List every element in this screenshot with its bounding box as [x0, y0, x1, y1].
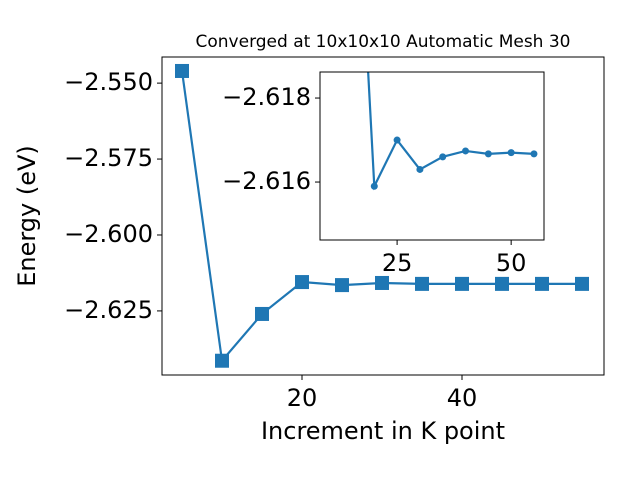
y-tick-label: −2.616	[222, 167, 311, 195]
axes-frame	[161, 56, 605, 376]
marker	[535, 276, 549, 291]
marker	[255, 306, 269, 321]
y-tick-label: −2.575	[64, 144, 153, 172]
x-axis-label: Increment in K point	[261, 417, 505, 445]
plot-area	[320, 72, 544, 240]
axes-frame	[319, 71, 545, 241]
marker	[507, 149, 515, 157]
x-tick-label: 50	[496, 249, 527, 277]
marker	[484, 150, 492, 158]
x-tick-label: 25	[382, 249, 413, 277]
plot-content	[367, 72, 538, 191]
y-axis-label: Energy (eV)	[13, 145, 41, 287]
marker	[295, 275, 309, 290]
marker	[415, 276, 429, 291]
chart-title: Converged at 10x10x10 Automatic Mesh 30	[196, 32, 571, 52]
marker	[335, 278, 349, 293]
x-tick-label: 20	[287, 384, 318, 412]
marker	[575, 276, 589, 291]
marker	[462, 147, 470, 155]
marker	[416, 165, 424, 173]
x-tick-label: 40	[447, 384, 478, 412]
marker	[530, 150, 538, 158]
marker	[175, 63, 189, 78]
plot-content	[175, 63, 589, 368]
y-tick-label: −2.625	[64, 296, 153, 324]
y-tick-label: −2.550	[64, 68, 153, 96]
y-tick-label: −2.600	[64, 220, 153, 248]
y-tick-label: −2.618	[222, 83, 311, 111]
marker	[393, 136, 401, 144]
marker	[215, 353, 229, 368]
marker	[375, 275, 389, 290]
marker	[495, 276, 509, 291]
marker	[455, 276, 469, 291]
marker	[439, 153, 447, 161]
marker	[370, 182, 378, 190]
